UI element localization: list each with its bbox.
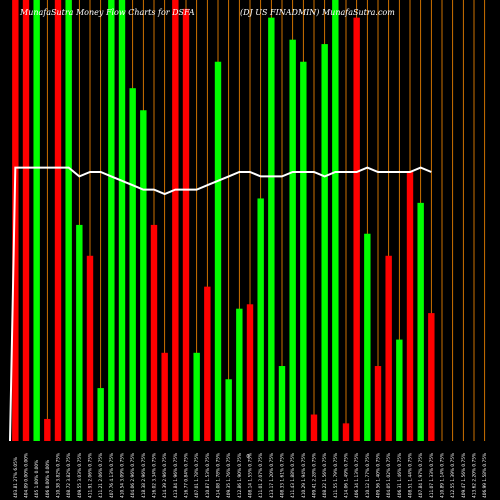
bar [22, 0, 30, 441]
x-tick-label: 407.84 1.97% 0.75% [418, 453, 424, 498]
x-tick-label: 409.56 1.40% 0.75% [376, 453, 382, 498]
x-tick-label: 414.39 2.96% 0.75% [162, 453, 168, 498]
bar [385, 255, 392, 441]
bar [246, 304, 254, 441]
chart-title-left: MunafaSutra Money Flow Charts for DSFA [19, 8, 195, 17]
x-tick-label: 416.77 0.84% 0.75% [184, 453, 190, 498]
chart-title-right: (DJ US FINADMIN) MunafaSutra.com [240, 8, 395, 17]
bar [65, 0, 72, 441]
x-tick-label: 408.51 1.44% 0.75% [408, 453, 414, 498]
x-tick-label: 408.22 1.56% 0.75% [322, 453, 328, 498]
bar [204, 286, 211, 441]
bar [150, 224, 158, 441]
x-tick-label: 409.47 1.56% 0.75% [461, 453, 467, 498]
x-tick-label: 408.72 3.82% 0.75% [66, 453, 72, 498]
line-layer [9, 166, 432, 442]
bar [300, 61, 307, 442]
x-tick-label: 411.01 2.07% 0.75% [258, 453, 264, 498]
bar [44, 418, 51, 441]
x-tick-label: 411.91 2.06% 0.75% [88, 453, 94, 498]
x-tick-label: 404.09 0.00% 0.00% [24, 453, 30, 498]
bar [396, 339, 403, 441]
bar [172, 0, 179, 441]
x-tick-label: 414.08 1.78% 0.75% [216, 453, 222, 498]
x-tick-label: 409.35 1.76% 0.75% [226, 453, 232, 498]
bar [76, 224, 83, 441]
x-tick-label: 411.55 1.79% 0.75% [333, 453, 339, 498]
bar [310, 414, 318, 441]
bar [225, 379, 232, 441]
x-tick-label: 405 1.00% 0.00% [34, 460, 40, 498]
x-tick-label: 416.02 3.34% 0.75% [152, 453, 158, 498]
bar [97, 388, 104, 441]
x-tick-label: 407.76 4.13% 0.75% [109, 453, 115, 498]
bar [342, 423, 350, 441]
x-tick-label: 410.12 1.77% 0.75% [365, 453, 371, 498]
x-tick-label: 409.41 2.28% 0.75% [312, 453, 318, 498]
x-tick-label: 411.07 1.33% 0.75% [429, 453, 435, 498]
x-tick-label: 411.21 2.06% 0.75% [98, 453, 104, 498]
bar [364, 233, 371, 441]
x-tick-label: 403.81 27% 6.05% [13, 457, 19, 498]
bar [214, 61, 222, 442]
x-tick-label: 412.55 1.39% 0.75% [450, 453, 456, 498]
x-tick-label: 413.17 1.20% 0.75% [269, 453, 275, 498]
bar [182, 8, 190, 441]
bar [428, 313, 435, 441]
bar-layer [12, 0, 435, 442]
bar [12, 0, 19, 441]
x-tick-label: 410.29 1.94% 0.75% [301, 453, 307, 498]
bar [406, 171, 414, 442]
x-tick-label: 410.54 3.09% 0.75% [120, 453, 126, 498]
x-tick-label: 418.38 2.96% 0.75% [141, 453, 147, 498]
x-tick-label: 413.62 2.20% 0.75% [472, 453, 478, 498]
bar [332, 0, 339, 441]
center-label: 0 [246, 454, 249, 460]
bar [268, 17, 275, 441]
x-tick-label: 408.14 1.55% 0.75% [248, 453, 254, 498]
bar [33, 0, 40, 441]
x-tick-label: 404.05 1.02% 0.75% [386, 453, 392, 498]
bar [236, 308, 243, 441]
x-tick-label: 410.89 1.14% 0.75% [440, 453, 446, 498]
x-tick-label: 413.84 1.96% 0.75% [173, 453, 179, 498]
x-tick-label: 411.43 1.88% 0.75% [290, 453, 296, 498]
x-tick-label: 407.01 1.78% 0.75% [194, 453, 200, 498]
x-tick-label: 410.38 3.82% 0.75% [56, 453, 62, 498]
bar [289, 39, 296, 441]
bar [161, 352, 168, 441]
x-tick-label: 410.87 1.53% 0.75% [205, 453, 211, 498]
money-flow-line [9, 166, 432, 442]
bar [321, 44, 328, 441]
x-tick-label: 404.06 2.96% 0.75% [130, 453, 136, 498]
x-tick-label: 412.86 1.90% 0.75% [237, 453, 243, 498]
x-tick-label: 408.33 1.61% 0.75% [280, 453, 286, 498]
bar [374, 366, 382, 441]
x-tick-label: 406.31 1.46% 0.75% [397, 453, 403, 498]
bar [118, 0, 126, 441]
x-tick-label: 409.55 3.03% 0.75% [77, 453, 83, 498]
bar [129, 88, 136, 441]
bar [278, 366, 286, 441]
tick-layer: 403.81 27% 6.05% 404.09 0.00% 0.00% 405 1.… [13, 453, 488, 498]
bar [417, 202, 424, 441]
bar [108, 0, 115, 441]
bar [86, 255, 94, 441]
x-tick-label: 406 0.00% 0.00% [45, 460, 51, 498]
bar [54, 0, 62, 441]
x-tick-label: 406.34 1.13% 0.75% [354, 453, 360, 498]
bar [257, 198, 264, 441]
bar [193, 352, 200, 441]
x-tick-label: 406.99 1.58% 0.75% [482, 453, 488, 498]
bar [140, 110, 147, 441]
x-tick-label: 414.06 1.49% 0.75% [344, 453, 350, 498]
bar [353, 17, 360, 441]
